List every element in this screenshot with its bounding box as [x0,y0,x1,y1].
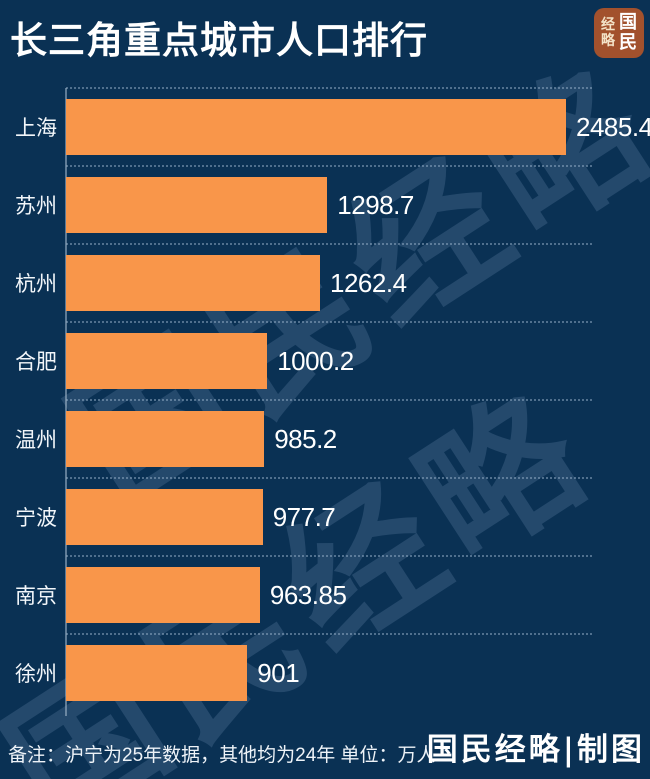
bar-chart: 上海 2485.4 苏州 1298.7 杭州 1262.4 合肥 1000.2 … [0,87,650,712]
y-axis-line [65,88,67,716]
value-label: 2485.4 [576,111,650,142]
bar-row: 苏州 1298.7 [0,165,650,244]
value-label: 985.2 [274,423,337,454]
page-title: 长三角重点城市人口排行 [10,20,428,61]
city-label: 合肥 [15,351,57,374]
bar [66,411,265,467]
value-label: 977.7 [272,501,336,532]
bar-rows: 上海 2485.4 苏州 1298.7 杭州 1262.4 合肥 1000.2 … [0,87,650,712]
row-gridline [66,243,592,245]
bar-wrap: 1000.2 [66,333,354,389]
bar [66,99,566,155]
bar-row: 南京 963.85 [0,555,650,634]
city-label: 宁波 [15,507,57,530]
bar-wrap: 1262.4 [66,255,407,311]
logo-char: 经 [601,17,615,33]
bar-wrap: 963.85 [66,567,347,623]
value-label: 963.85 [269,579,347,610]
bar [66,255,320,311]
value-label: 1000.2 [277,345,354,376]
bar-wrap: 901 [66,645,300,701]
bar [66,177,328,233]
bar-wrap: 1298.7 [66,177,414,233]
city-label: 徐州 [15,663,57,686]
row-gridline [66,321,592,323]
bar [66,489,263,545]
city-label: 温州 [15,429,57,452]
bar [66,333,268,389]
logo-column-left: 经 略 [601,17,615,49]
credit-text: 国民经略|制图 [426,732,645,768]
bar [66,645,248,701]
bar-wrap: 977.7 [66,489,336,545]
logo-column-right: 国 民 [619,13,637,53]
city-label: 南京 [15,585,57,608]
row-gridline [66,165,592,167]
bar-row: 温州 985.2 [0,399,650,478]
bar-row: 徐州 901 [0,633,650,712]
bar-row: 合肥 1000.2 [0,321,650,400]
footnote: 备注：沪宁为25年数据，其他均为24年 单位：万人 [8,745,436,766]
city-label: 杭州 [15,273,57,296]
bar-wrap: 2485.4 [66,99,650,155]
row-gridline [66,633,592,635]
logo-char: 略 [601,33,615,49]
bar-row: 杭州 1262.4 [0,243,650,322]
city-label: 苏州 [15,195,57,218]
bar-row: 宁波 977.7 [0,477,650,556]
city-label: 上海 [15,117,57,140]
row-gridline [66,399,592,401]
value-label: 1298.7 [337,189,414,220]
row-gridline [66,477,592,479]
logo-char: 国 [619,12,637,33]
bar [66,567,260,623]
logo-char: 民 [619,32,637,53]
row-gridline [66,555,592,557]
bar-wrap: 985.2 [66,411,337,467]
brand-logo-badge: 经 略 国 民 [594,8,644,58]
row-gridline [66,87,592,89]
value-label: 1262.4 [330,267,407,298]
value-label: 901 [257,657,300,688]
bar-row: 上海 2485.4 [0,87,650,166]
